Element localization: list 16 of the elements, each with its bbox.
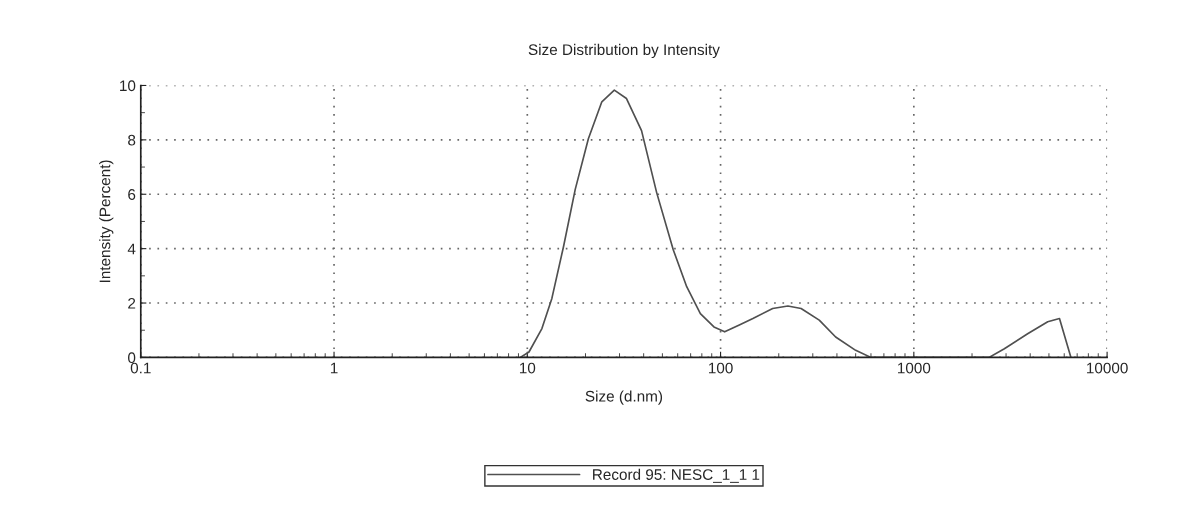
text: Record 95: NESC_1_1 1 (593, 468, 760, 483)
x-axis-title: Size (d.nm) (585, 390, 663, 405)
x-tick-label: 10000 (1087, 362, 1128, 374)
x-tick-label: 1 (330, 362, 338, 374)
y-tick-label: 0 (128, 352, 136, 364)
x-tick-label: 1000 (898, 362, 931, 374)
x-tick-label: 10 (519, 362, 536, 374)
x-tick-label: 100 (708, 362, 733, 374)
y-tick-label: 4 (127, 243, 136, 255)
y-tick-label: 2 (128, 297, 136, 309)
chart-title: Size Distribution by Intensity (528, 43, 720, 59)
y-tick-label: 6 (128, 189, 136, 200)
y-axis-title: Intensity (Percent) (99, 160, 114, 283)
y-tick-label: 10 (120, 80, 136, 92)
y-tick-label: 8 (128, 134, 136, 146)
x-tick-label: 0.1 (130, 362, 151, 374)
